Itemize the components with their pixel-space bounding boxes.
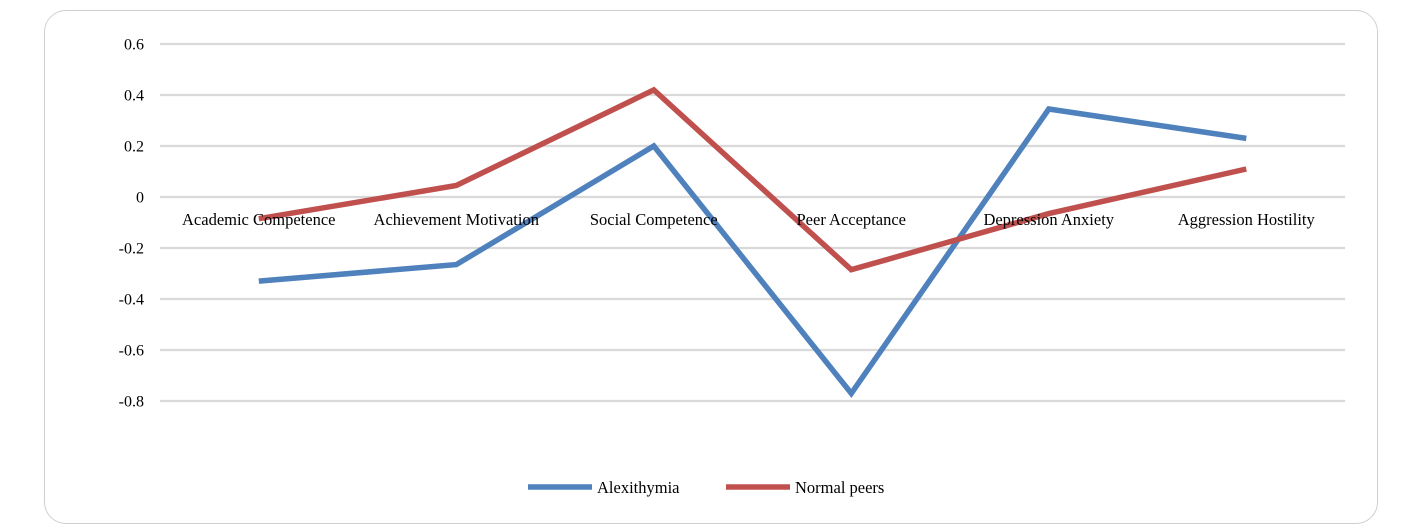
legend-label: Normal peers: [795, 478, 884, 497]
series-line-alexithymia: [258, 106, 1247, 399]
gridlines: [160, 42, 1345, 403]
category-label: Peer Acceptance: [797, 210, 906, 229]
y-tick-label: 0.6: [124, 37, 144, 54]
category-label: Aggression Hostility: [1178, 210, 1316, 229]
category-labels: Academic Competence Achievement Motivatio…: [182, 210, 1316, 229]
category-label: Social Competence: [590, 210, 718, 229]
category-label: Academic Competence: [182, 210, 335, 229]
legend-label: Alexithymia: [597, 478, 680, 497]
category-label: Achievement Motivation: [374, 210, 539, 229]
y-axis-tick-labels: 0.6 0.4 0.2 0 -0.2 -0.4 -0.6 -0.8: [119, 37, 144, 411]
y-tick-label: -0.4: [119, 292, 144, 309]
y-tick-label: 0.2: [124, 139, 144, 156]
y-tick-label: -0.2: [119, 241, 144, 258]
category-label: Depression Anxiety: [983, 210, 1114, 229]
series-lines: [258, 86, 1247, 399]
series-line-normal-peers: [258, 86, 1247, 273]
y-tick-label: -0.8: [119, 394, 144, 411]
y-tick-label: -0.6: [119, 343, 144, 360]
legend: Alexithymia Normal peers: [528, 478, 884, 497]
y-tick-label: 0: [136, 190, 144, 207]
y-tick-label: 0.4: [124, 88, 144, 105]
